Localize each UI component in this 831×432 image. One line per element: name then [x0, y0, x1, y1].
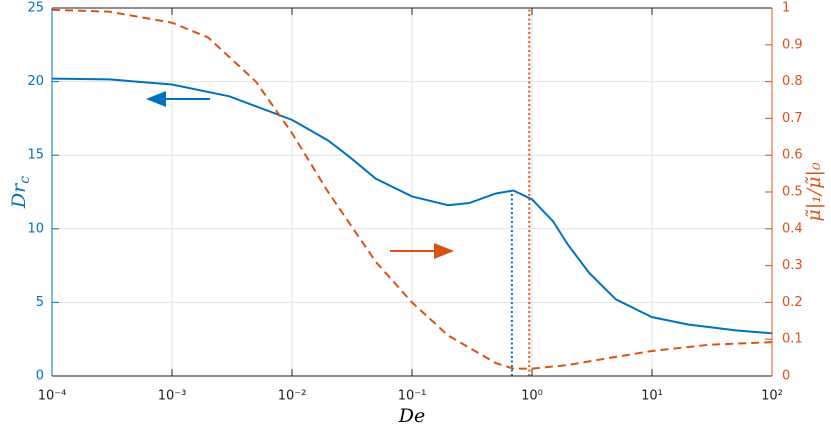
y2-tick-label: 0.4 [782, 221, 803, 236]
y2-tick-label: 0 [782, 369, 790, 384]
x-tick-label: 10⁻¹ [398, 389, 427, 404]
y2-tick-label: 0.8 [782, 74, 803, 89]
y2-tick-label: 0.5 [782, 185, 803, 200]
y2-axis-label: μ̃|₁/μ̃|₀ [803, 162, 825, 222]
y-label-base: Dr [8, 182, 30, 209]
y-tick-label: 5 [36, 295, 44, 310]
y-label-sub: c [17, 176, 33, 184]
y2-tick-label: 0.7 [782, 111, 803, 126]
x-tick-label: 10⁰ [521, 389, 543, 404]
x-tick-label: 10¹ [641, 389, 663, 404]
y-tick-label: 0 [36, 369, 44, 384]
x-tick-label: 10⁻² [278, 389, 307, 404]
y-axis-label: Drc [8, 176, 33, 209]
x-tick-label: 10² [761, 389, 783, 404]
x-axis-label: De [398, 405, 425, 427]
y2-tick-label: 0.9 [782, 37, 803, 52]
x-tick-label: 10⁻⁴ [38, 389, 67, 404]
y-tick-label: 20 [27, 74, 44, 89]
y2-tick-label: 0.3 [782, 258, 803, 273]
y2-tick-label: 0.2 [782, 295, 803, 310]
y-tick-label: 25 [27, 1, 44, 16]
y2-tick-label: 0.1 [782, 332, 803, 347]
x-tick-label: 10⁻³ [158, 389, 187, 404]
series-line [51, 8, 773, 370]
y-tick-label: 15 [27, 148, 44, 163]
y2-tick-label: 1 [782, 1, 790, 16]
y-tick-label: 10 [27, 221, 44, 236]
y2-tick-label: 0.6 [782, 148, 803, 163]
series-line [51, 77, 773, 335]
